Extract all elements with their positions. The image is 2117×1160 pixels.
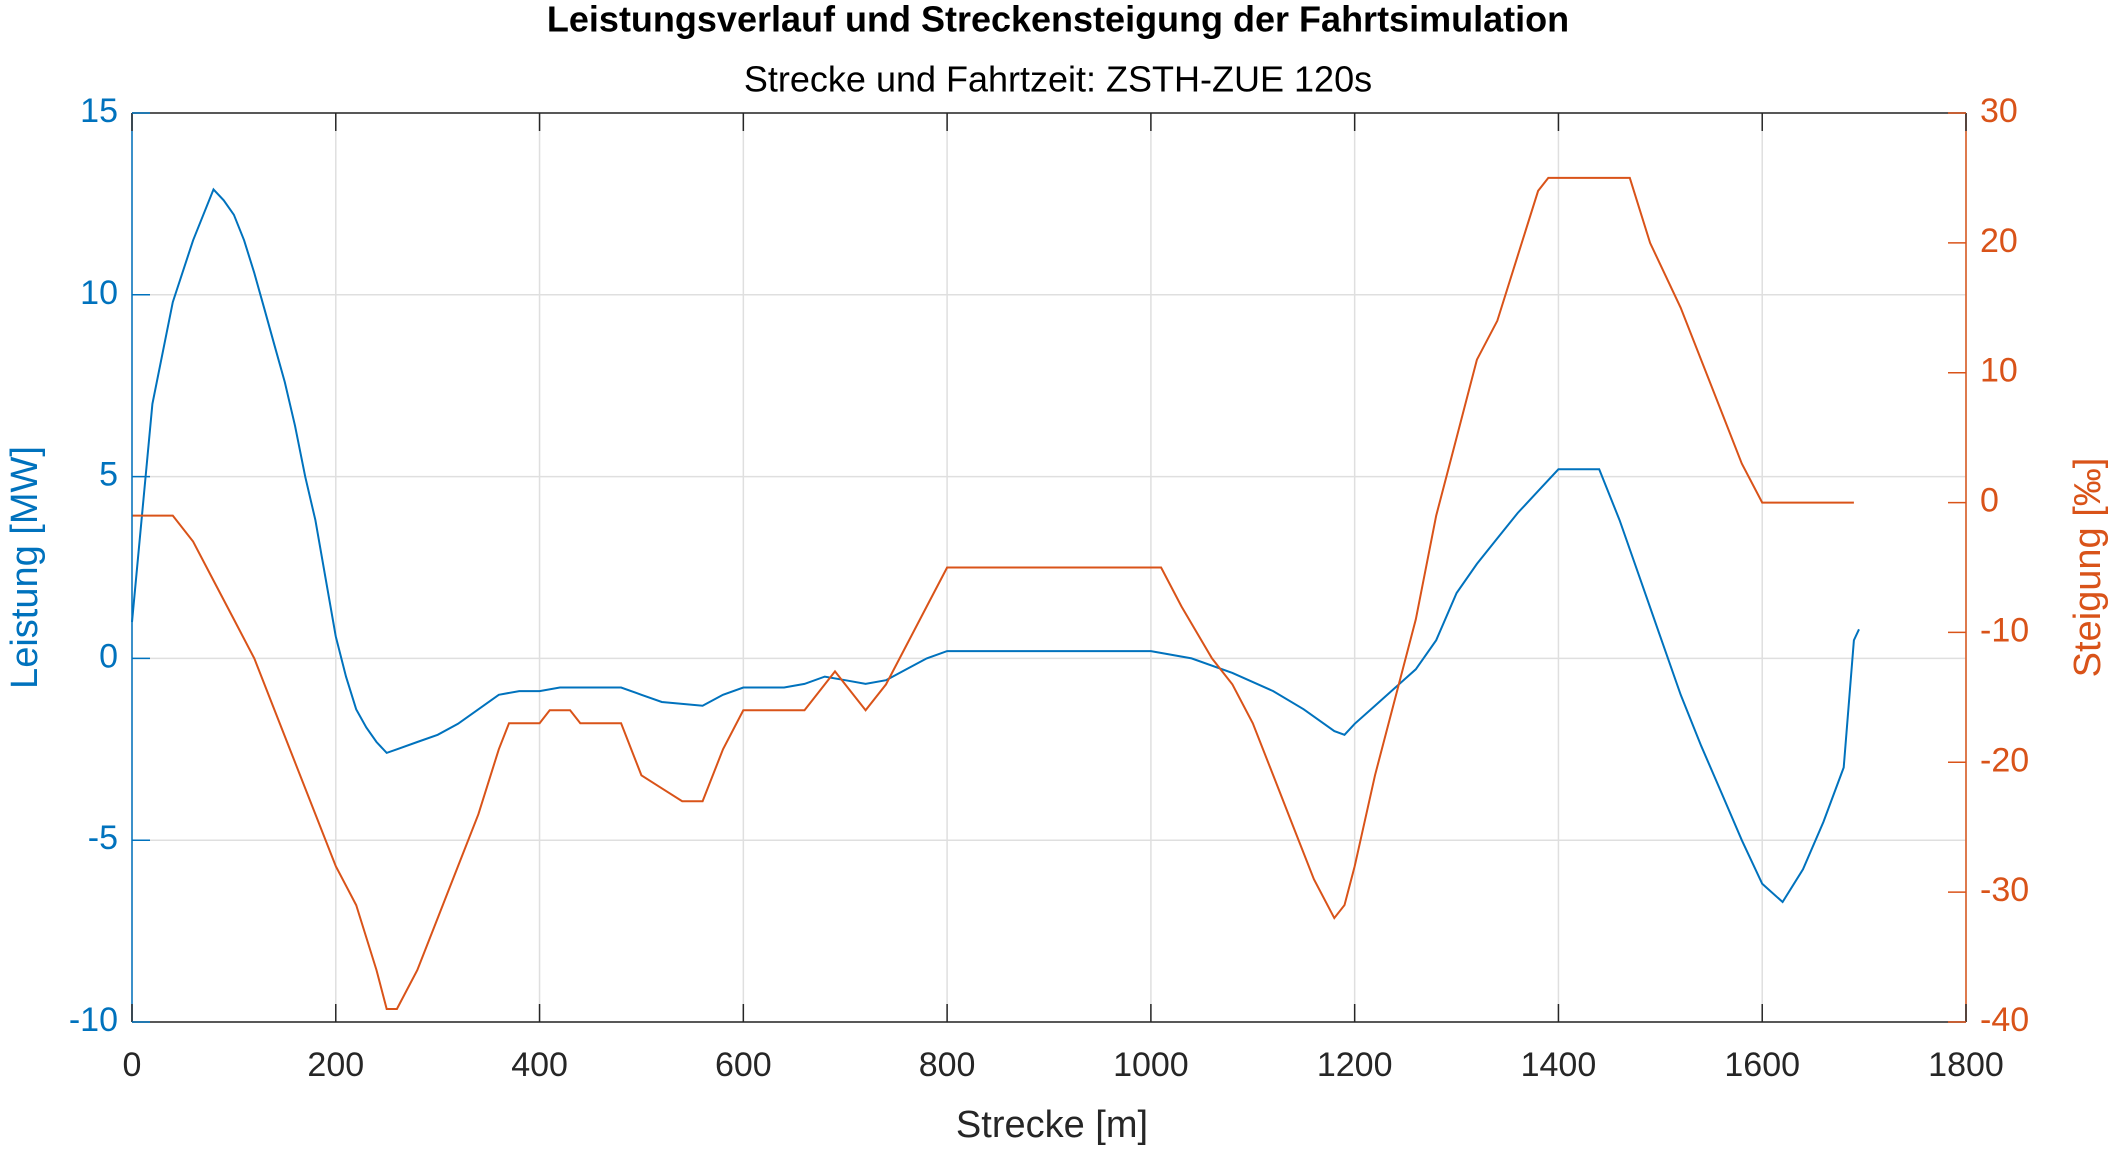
- y2-tick-label: 30: [1980, 92, 2018, 130]
- data-line: [132, 176, 1854, 1010]
- y-tick-label: -10: [69, 1001, 118, 1039]
- y2-tick-label: -40: [1980, 1001, 2029, 1039]
- data-line: [131, 187, 1860, 904]
- x-tick-label: 400: [511, 1046, 568, 1084]
- x-tick-label: 1800: [1928, 1046, 2004, 1084]
- x-tick-label: 1600: [1724, 1046, 1800, 1084]
- y2-tick-label: 0: [1980, 482, 1999, 520]
- x-tick-label: 800: [919, 1046, 976, 1084]
- y2-tick-label: 20: [1980, 222, 2018, 260]
- y-tick-label: 0: [99, 637, 118, 675]
- y2-tick-label: 10: [1980, 352, 2018, 390]
- y2-tick-label: -30: [1980, 871, 2029, 909]
- x-tick-label: 600: [715, 1046, 772, 1084]
- chart-subtitle: Strecke und Fahrtzeit: ZSTH-ZUE 120s: [744, 59, 1372, 100]
- x-tick-label: 1000: [1113, 1046, 1189, 1084]
- y2-axis-label: Steigung [‰]: [2067, 458, 2109, 678]
- y2-tick-label: -10: [1980, 611, 2029, 649]
- y2-tick-label: -20: [1980, 741, 2029, 779]
- x-tick-label: 1200: [1317, 1046, 1393, 1084]
- x-axis-label: Strecke [m]: [956, 1104, 1148, 1146]
- chart-title: Leistungsverlauf und Streckensteigung de…: [547, 0, 1569, 40]
- x-tick-label: 200: [307, 1046, 364, 1084]
- y-tick-label: -5: [88, 819, 118, 857]
- x-tick-label: 0: [123, 1046, 142, 1084]
- y-tick-label: 5: [99, 456, 118, 494]
- y-tick-label: 15: [80, 92, 118, 130]
- y-axis-label: Leistung [MW]: [4, 446, 46, 689]
- x-tick-label: 1400: [1521, 1046, 1597, 1084]
- y-tick-label: 10: [80, 274, 118, 312]
